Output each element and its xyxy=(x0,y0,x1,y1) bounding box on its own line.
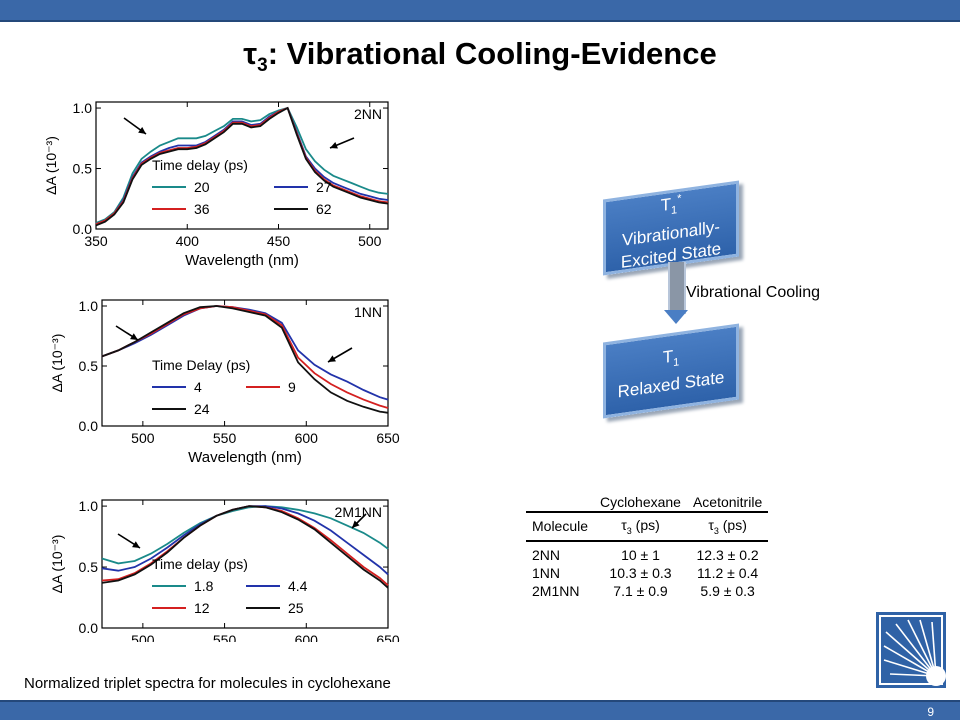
bottom-banner: 9 xyxy=(0,700,960,720)
table-row: 1NN 10.3 ± 0.3 11.2 ± 0.4 xyxy=(532,564,759,581)
col-group-acetonitrile: Acetonitrile xyxy=(692,494,763,510)
top-banner xyxy=(0,0,960,22)
title-subscript: 3 xyxy=(257,55,268,77)
legend-label: 12 xyxy=(194,600,210,616)
page-number: 9 xyxy=(927,705,934,719)
x-axis-label: Wavelength (nm) xyxy=(188,449,302,466)
legend-label: 27 xyxy=(316,179,332,195)
legend-label: 62 xyxy=(316,201,332,217)
panel-label: 2NN xyxy=(354,106,382,122)
x-tick-label: 550 xyxy=(213,430,237,446)
spectra-panel: 350 400 450 500 0.0 0.5 1.0 Wavelength (nm) ΔA (… xyxy=(43,100,400,642)
y-tick-label: 1.0 xyxy=(79,298,99,314)
y-tick-label: 0.0 xyxy=(73,221,93,237)
cooling-arrow xyxy=(668,262,686,314)
y-axis-label: ΔA (10⁻³) xyxy=(43,136,59,195)
x-tick-label: 500 xyxy=(358,233,382,249)
plot-frame xyxy=(101,299,389,427)
plot-frame xyxy=(95,101,389,230)
col-header-tau: τ3 (ps) xyxy=(686,511,769,542)
series-line-36 xyxy=(95,106,389,226)
series-line-20 xyxy=(95,106,389,224)
y-tick-label: 1.0 xyxy=(73,100,93,116)
series-line-62 xyxy=(95,106,389,227)
x-tick-label: 600 xyxy=(295,430,319,446)
x-tick-label: 350 xyxy=(84,233,108,249)
cooling-label: Vibrational Cooling xyxy=(686,284,821,301)
legend-label: 20 xyxy=(194,179,210,195)
annotation-arrowhead xyxy=(330,142,338,149)
col-header-tau: τ3 (ps) xyxy=(594,511,687,542)
y-tick-label: 1.0 xyxy=(79,498,99,514)
y-tick-label: 0.5 xyxy=(79,559,99,575)
lab-logo-icon xyxy=(876,612,946,688)
y-axis-label: ΔA (10⁻³) xyxy=(49,535,65,594)
col-group-cyclohexane: Cyclohexane xyxy=(600,494,681,510)
series-line-25 xyxy=(101,505,389,589)
legend-title: Time Delay (ps) xyxy=(152,357,250,373)
series-line-4 xyxy=(101,305,389,401)
tau3-table: Cyclohexane Acetonitrile Molecule τ3 (ps… xyxy=(526,493,769,600)
series-line-9 xyxy=(101,305,389,409)
cooling-arrowhead xyxy=(664,310,688,324)
legend-label: 36 xyxy=(194,201,210,217)
panel-label: 2M1NN xyxy=(335,504,382,520)
y-tick-label: 0.0 xyxy=(79,418,99,434)
legend-label: 9 xyxy=(288,379,296,395)
series-line-1.8 xyxy=(101,505,389,565)
plot-frame xyxy=(101,499,389,629)
chart-1nn: 500 550 600 650 0.0 0.5 1.0 Wavelength (nm) ΔA (… xyxy=(49,298,400,466)
x-tick-label: 500 xyxy=(131,632,155,642)
legend-label: 25 xyxy=(288,600,304,616)
x-axis-label: Wavelength (nm) xyxy=(185,252,299,269)
panel-label: 1NN xyxy=(354,304,382,320)
chart-2nn: 350 400 450 500 0.0 0.5 1.0 Wavelength (nm) ΔA (… xyxy=(43,100,389,269)
legend-title: Time delay (ps) xyxy=(152,556,248,572)
y-tick-label: 0.0 xyxy=(79,620,99,636)
legend-label: 24 xyxy=(194,401,210,417)
legend-label: 1.8 xyxy=(194,578,214,594)
annotation-arrowhead xyxy=(352,520,360,528)
series-line-24 xyxy=(101,305,389,414)
series-line-27 xyxy=(95,106,389,226)
x-tick-label: 650 xyxy=(376,430,400,446)
y-axis-label: ΔA (10⁻³) xyxy=(49,334,65,393)
x-tick-label: 400 xyxy=(176,233,200,249)
table-row: 2M1NN 7.1 ± 0.9 5.9 ± 0.3 xyxy=(532,582,755,599)
title-text: : Vibrational Cooling-Evidence xyxy=(267,36,717,71)
legend-label: 4.4 xyxy=(288,578,308,594)
y-tick-label: 0.5 xyxy=(79,358,99,374)
table-row: 2NN 10 ± 1 12.3 ± 0.2 xyxy=(532,546,759,563)
relaxed-state-box: T1 Relaxed State xyxy=(603,323,739,419)
x-tick-label: 650 xyxy=(376,632,400,642)
x-tick-label: 600 xyxy=(295,632,319,642)
x-tick-label: 550 xyxy=(213,632,237,642)
figure-caption: Normalized triplet spectra for molecules… xyxy=(24,675,391,692)
annotation-arrowhead xyxy=(138,126,146,134)
legend-label: 4 xyxy=(194,379,202,395)
x-tick-label: 450 xyxy=(267,233,291,249)
annotation-arrowhead xyxy=(130,333,138,340)
y-tick-label: 0.5 xyxy=(73,161,93,177)
slide-title: τ3: Vibrational Cooling-Evidence xyxy=(0,36,960,77)
annotation-arrowhead xyxy=(132,541,140,548)
annotation-arrowhead xyxy=(328,355,336,362)
col-header-molecule: Molecule xyxy=(526,511,595,542)
title-tau: τ xyxy=(243,36,258,71)
x-tick-label: 500 xyxy=(131,430,155,446)
legend-title: Time delay (ps) xyxy=(152,157,248,173)
